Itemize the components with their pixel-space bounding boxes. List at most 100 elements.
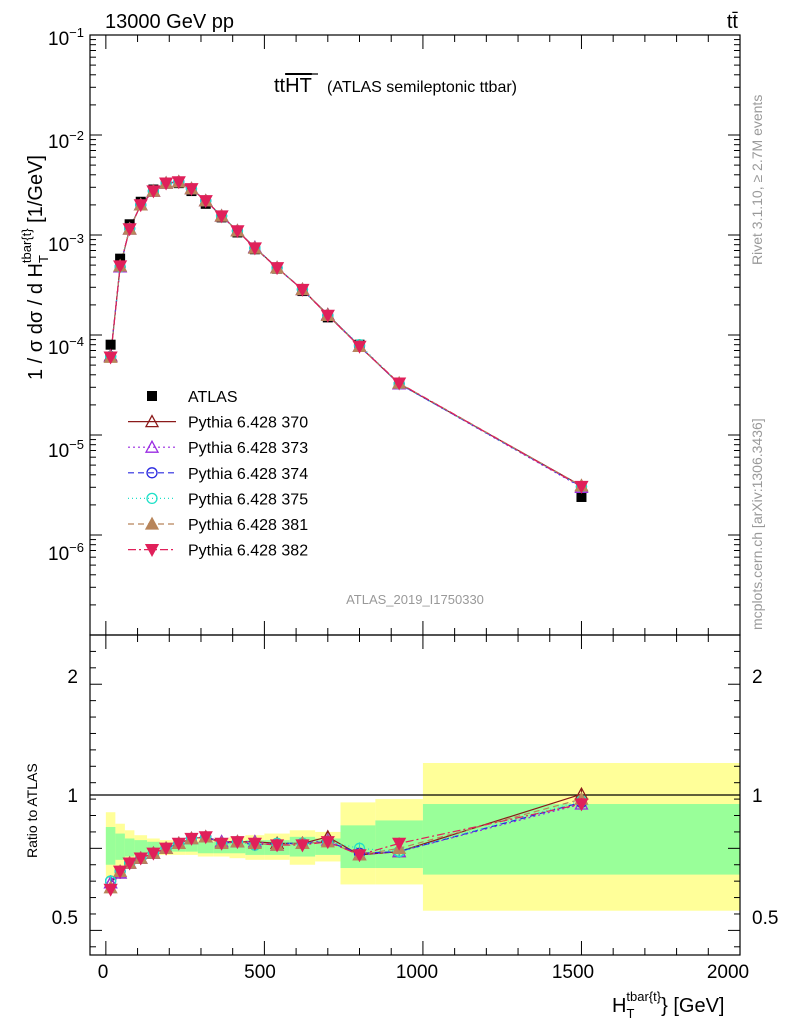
ratio-point-s382 xyxy=(320,836,335,850)
legend-entry-s374: Pythia 6.428 374 xyxy=(128,466,308,483)
y-label-sub: T xyxy=(36,255,51,263)
ratio-point-s382 xyxy=(392,837,407,851)
uncertainty-band-inner xyxy=(185,843,198,852)
data-point-s382 xyxy=(198,195,213,209)
x-tick-0: 0 xyxy=(98,962,109,983)
ratio-point-s382 xyxy=(103,883,118,897)
ratio-uncertainty-bands xyxy=(105,763,740,911)
ratio-point-s382 xyxy=(214,837,229,851)
y-label-unit: [1/GeV] xyxy=(25,155,47,228)
ratio-point-s382 xyxy=(122,857,137,871)
main-axis-ticks xyxy=(90,34,741,636)
data-point-s382 xyxy=(103,351,118,365)
legend-label-s375: Pythia 6.428 375 xyxy=(188,491,308,508)
energy-label: 13000 GeV pp xyxy=(105,11,234,33)
series-line-s375 xyxy=(110,181,582,488)
markers-ATLAS xyxy=(105,178,587,502)
uncertainty-band-inner xyxy=(124,838,135,857)
ratio-plot-panel xyxy=(89,634,741,956)
x-tick-labels: 0 500 1000 1500 2000 xyxy=(98,962,749,983)
ratio-point-s382 xyxy=(247,837,262,851)
plot-subtitle: (ATLAS semileptonic ttbar) xyxy=(327,79,517,96)
ratio-point-s382 xyxy=(198,831,213,845)
series-s370 xyxy=(110,181,582,487)
ratio-point-s382 xyxy=(184,832,199,846)
legend: ATLAS Pythia 6.428 370 Pythia 6.428 373 Pyt… xyxy=(128,389,308,560)
data-point-s382 xyxy=(269,262,285,276)
uncertainty-band-inner xyxy=(105,827,116,865)
series-s381 xyxy=(110,181,582,487)
markers-s375 xyxy=(104,176,588,493)
x-label-unit: } [GeV] xyxy=(661,995,724,1017)
x-tick-1500: 1500 xyxy=(552,962,594,983)
rivet-version-label: Rivet 3.1.10, ≥ 2.7M events xyxy=(749,95,765,265)
ratio-point-s382 xyxy=(159,842,174,856)
legend-marker-s370 xyxy=(144,414,160,428)
uncertainty-band-inner xyxy=(197,841,214,854)
ratio-line-s373 xyxy=(110,803,582,884)
y-tick-exp-1e-2: −2 xyxy=(69,128,84,143)
x-tick-500: 500 xyxy=(244,962,276,983)
uncertainty-band-inner xyxy=(134,840,148,855)
ratio-point-s382 xyxy=(269,839,285,853)
ratio-point-s382 xyxy=(113,865,128,879)
legend-entry-s370: Pythia 6.428 370 xyxy=(128,414,308,432)
y-tick-exp-1e-5: −5 xyxy=(69,437,84,452)
data-point-s382 xyxy=(159,177,174,191)
data-point-s382 xyxy=(230,225,245,239)
ratio-markers-s382 xyxy=(103,798,589,897)
legend-label-s370: Pythia 6.428 370 xyxy=(188,415,308,432)
x-label-sup: tbar{t} xyxy=(626,989,661,1004)
y-tick-exp-1e-1: −1 xyxy=(69,25,84,40)
series-line-s381 xyxy=(110,181,582,487)
main-y-axis-label: 1 / σ dσ / d HTtbar{t} [1/GeV] xyxy=(19,155,51,380)
data-point-s382 xyxy=(574,480,589,494)
series-s375 xyxy=(110,181,582,488)
x-tick-2000: 2000 xyxy=(707,962,749,983)
legend-marker-s374 xyxy=(146,467,158,479)
y-tick-exp-1e-4: −4 xyxy=(69,334,84,349)
legend-label-s381: Pythia 6.428 381 xyxy=(188,517,308,534)
data-point-s382 xyxy=(320,309,335,323)
data-point-s382 xyxy=(352,340,367,354)
ratio-y-axis-label: Ratio to ATLAS xyxy=(24,763,40,858)
series-line-s370 xyxy=(110,181,582,487)
ratio-y-tick-right-2: 2 xyxy=(752,667,763,688)
y-label-sup: tbar{t} xyxy=(19,228,34,263)
ratio-y-tick-right-1: 1 xyxy=(752,786,763,807)
data-point-s382 xyxy=(133,199,148,213)
data-point-s382 xyxy=(184,183,199,197)
ratio-plot-frame xyxy=(89,634,741,956)
ratio-point-s382 xyxy=(574,798,589,812)
legend-label-ATLAS: ATLAS xyxy=(188,389,238,406)
y-tick-exp-1e-3: −3 xyxy=(69,231,84,246)
y-tick-label-1e-3: 10−3 xyxy=(48,231,84,256)
ratio-y-tick-labels: 2 1 0.5 2 1 0.5 xyxy=(52,667,779,929)
markers-s382 xyxy=(103,176,589,494)
ratio-series-layer xyxy=(103,786,589,897)
y-tick-exp-1e-6: −6 xyxy=(69,540,84,555)
mcplots-label: mcplots.cern.ch [arXiv:1306.3436] xyxy=(749,418,765,630)
ratio-y-tick-1: 1 xyxy=(67,786,78,807)
data-point-s382 xyxy=(295,283,310,297)
legend-label-s374: Pythia 6.428 374 xyxy=(188,466,308,483)
data-point-s382 xyxy=(247,242,262,256)
ratio-y-tick-right-0.5: 0.5 xyxy=(752,908,778,929)
legend-marker-s375 xyxy=(146,492,158,505)
ratio-y-tick-0.5: 0.5 xyxy=(52,908,78,929)
data-point-s382 xyxy=(146,185,161,199)
legend-marker-ATLAS xyxy=(147,391,157,401)
main-series-layer xyxy=(103,174,589,502)
x-label-sub: T xyxy=(626,1006,634,1021)
legend-entry-s382: Pythia 6.428 382 xyxy=(128,543,308,560)
data-point-ATLAS xyxy=(576,491,587,502)
ratio-y-tick-2: 2 xyxy=(67,667,78,688)
data-point-s382 xyxy=(214,210,229,224)
legend-entry-s375: Pythia 6.428 375 xyxy=(128,491,308,508)
ratio-point-s382 xyxy=(171,837,186,851)
x-tick-1000: 1000 xyxy=(396,962,438,983)
analysis-id-label: ATLAS_2019_I1750330 xyxy=(346,592,484,607)
legend-entry-s373: Pythia 6.428 373 xyxy=(128,439,308,457)
legend-marker-s382 xyxy=(144,543,160,557)
